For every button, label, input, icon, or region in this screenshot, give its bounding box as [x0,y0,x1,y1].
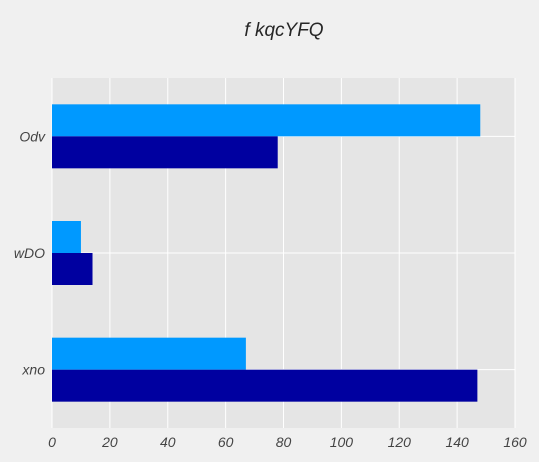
x-tick-label: 120 [388,434,412,450]
bar-series-2-xno [52,369,478,402]
chart-title: f kqcYFQ [244,20,323,41]
x-tick-label: 80 [276,434,292,450]
y-axis-ticks: Odv wDO xno [14,128,46,377]
x-tick-label: 140 [445,434,469,450]
bar-series-2-wDO [52,253,93,285]
bar-series-1-Odv [52,104,481,137]
x-tick-label: 0 [48,434,56,450]
x-tick-label: 100 [330,434,354,450]
y-tick-label: wDO [14,245,45,261]
bar-series-2-Odv [52,136,278,169]
x-axis-ticks: 0 20 40 60 80 100 120 140 160 [48,434,527,450]
bars [52,104,481,402]
y-tick-label: xno [21,362,45,378]
y-tick-label: Odv [19,128,46,144]
bar-series-1-wDO [52,221,81,253]
x-tick-label: 40 [160,434,176,450]
bar-series-1-xno [52,337,246,370]
x-tick-label: 160 [503,434,527,450]
x-tick-label: 20 [101,434,118,450]
x-tick-label: 60 [218,434,234,450]
